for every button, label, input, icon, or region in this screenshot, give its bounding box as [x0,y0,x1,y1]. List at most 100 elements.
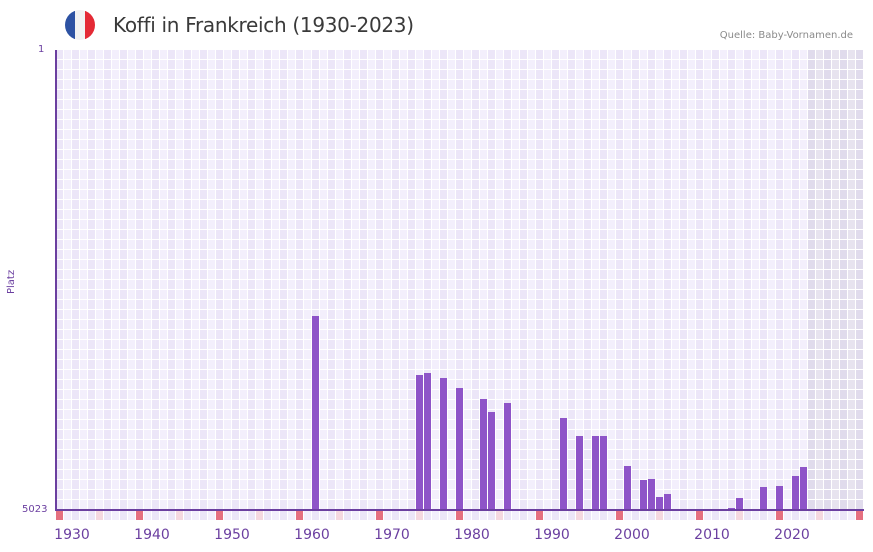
grid-cell [472,80,479,89]
grid-cell [96,90,103,99]
grid-cell [720,110,727,119]
grid-cell [632,440,639,449]
grid-cell [136,250,143,259]
grid-cell [672,140,679,149]
bar-1973[interactable] [416,374,423,510]
grid-cell [384,180,391,189]
grid-cell [360,140,367,149]
bar-1974[interactable] [424,372,431,510]
bar-1984[interactable] [504,402,511,510]
grid-cell [784,450,791,459]
grid-cell [824,100,831,109]
grid-cell [112,350,119,359]
grid-cell [376,140,383,149]
bar-2013[interactable] [736,498,743,510]
grid-cell [832,300,839,309]
bar-2016[interactable] [760,487,767,510]
grid-cell [792,310,799,319]
grid-cell [344,370,351,379]
bar-2018[interactable] [776,486,783,510]
grid-cell [736,460,743,469]
grid-cell [736,100,743,109]
grid-cell [576,330,583,339]
grid-cell [400,230,407,239]
grid-cell [136,120,143,129]
bar-1981[interactable] [480,398,487,510]
grid-cell [552,470,559,479]
grid-cell [464,70,471,79]
year-marker [632,511,639,520]
grid-cell [800,460,807,469]
grid-cell [672,500,679,509]
grid-cell [64,360,71,369]
bar-2012[interactable] [728,507,735,510]
grid-cell [840,300,847,309]
grid-cell [704,500,711,509]
bar-2001[interactable] [640,479,647,510]
bar-2003[interactable] [656,496,663,510]
grid-cell [512,220,519,229]
grid-cell [104,330,111,339]
grid-cell [392,250,399,259]
bar-2004[interactable] [664,493,671,510]
grid-cell [240,480,247,489]
grid-cell [512,310,519,319]
grid-cell [264,210,271,219]
grid-cell [224,70,231,79]
grid-cell [376,370,383,379]
grid-cell [152,180,159,189]
grid-cell [264,300,271,309]
grid-cell [128,210,135,219]
grid-cell [696,500,703,509]
bar-2021[interactable] [800,466,807,510]
grid-cell [840,50,847,59]
grid-cell [616,440,623,449]
grid-cell [280,390,287,399]
grid-cell [464,270,471,279]
grid-cell [472,500,479,509]
bar-1976[interactable] [440,377,447,510]
grid-cell [448,190,455,199]
bar-1982[interactable] [488,411,495,510]
grid-cell [544,60,551,69]
grid-cell [584,210,591,219]
bar-1996[interactable] [600,435,607,510]
grid-cell [248,360,255,369]
grid-cell [56,220,63,229]
grid-cell [832,330,839,339]
grid-cell [368,300,375,309]
grid-cell [184,150,191,159]
grid-cell [424,210,431,219]
grid-cell [472,410,479,419]
grid-cell [440,140,447,149]
grid-cell [856,400,863,409]
grid-cell [136,440,143,449]
grid-cell [608,350,615,359]
bar-1993[interactable] [576,435,583,510]
grid-cell [392,430,399,439]
bar-1978[interactable] [456,387,463,510]
grid-cell [848,140,855,149]
grid-cell [144,490,151,499]
year-marker [152,511,159,520]
grid-cell [280,180,287,189]
bar-1999[interactable] [624,465,631,510]
grid-cell [840,130,847,139]
grid-cell [280,150,287,159]
grid-cell [400,360,407,369]
grid-cell [672,480,679,489]
grid-cell [832,60,839,69]
grid-cell [80,170,87,179]
grid-cell [608,320,615,329]
bar-1995[interactable] [592,435,599,510]
grid-cell [824,260,831,269]
bar-2020[interactable] [792,475,799,510]
bar-1960[interactable] [312,315,319,510]
grid-cell [624,420,631,429]
grid-cell [88,470,95,479]
grid-cell [824,110,831,119]
bar-2002[interactable] [648,478,655,510]
grid-cell [176,140,183,149]
bar-1991[interactable] [560,417,567,510]
grid-cell [88,170,95,179]
